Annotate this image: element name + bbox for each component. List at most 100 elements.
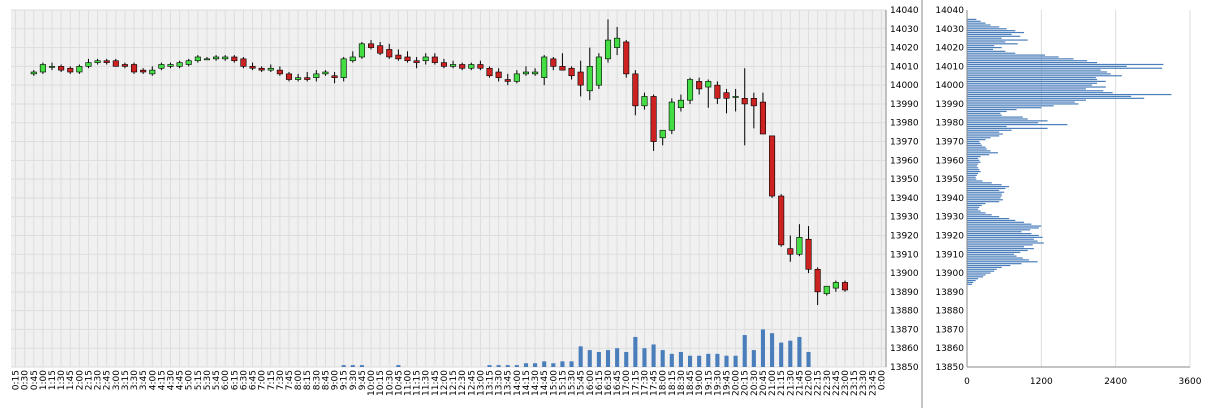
profile-bar [967,77,1096,79]
main-x-tick-label: 17:45 [650,370,660,396]
main-y-tick-label: 14040 [890,6,919,16]
profile-y-tick-label: 13920 [935,231,964,241]
main-y-tick-label: 13870 [890,325,919,335]
main-x-tick-label: 1:30 [57,370,67,390]
main-x-tick-label: 8:45 [321,370,331,390]
profile-y-tick-label: 13860 [935,344,964,354]
profile-bar [967,69,1101,71]
profile-bar [967,157,979,160]
profile-y-axis-ticks: 13850 13860 13870 13880 13890 13900 13910 13920… [935,6,964,373]
profile-x-tick-label: 2400 [1104,377,1127,387]
candle-bearish [121,64,128,67]
volume-bar [505,365,510,367]
profile-bar [967,139,986,141]
profile-bar [967,82,1098,84]
profile-bar [967,165,977,167]
main-plot-background [11,10,886,367]
main-x-tick-label: 4:00 [148,370,158,390]
main-x-tick-label: 20:30 [750,370,760,396]
profile-bar [967,116,1023,118]
main-x-tick-label: 14:30 [531,370,541,396]
profile-bar [967,255,1017,257]
profile-bar [967,270,995,272]
main-x-tick-label: 18:15 [668,370,678,396]
profile-bar [967,62,1098,64]
profile-bar [967,63,1164,66]
profile-bar [967,97,1145,99]
profile-bar [967,48,994,51]
candle-bearish [568,67,575,77]
profile-bar [967,150,991,152]
candle-bullish [94,60,101,63]
main-x-tick-label: 0:15 [12,370,22,390]
candle-bearish [550,58,557,67]
candle-bullish [541,56,548,78]
profile-bar [967,60,1088,62]
main-x-tick-label: 0:00 [877,370,887,390]
main-x-tick-label: 11:45 [431,370,441,396]
main-grid [11,9,886,368]
profile-bar [967,199,1003,201]
main-x-tick-label: 14:45 [540,370,550,396]
candle-bearish [103,60,110,63]
candle-bullish [604,39,612,60]
main-y-tick-label: 13990 [890,100,919,110]
candle-bullish [641,96,648,107]
profile-bar [967,43,1018,45]
profile-bar [967,187,1006,190]
candle-bullish [313,73,320,78]
main-x-tick-label: 11:30 [422,370,432,396]
candle-bearish [331,75,338,78]
main-x-axis-ticks: 0:15 0:30 0:45 1:00 1:15 1:30 1:45 2:00 2:15 2:30… [12,370,888,396]
candle-bullish [167,64,174,67]
profile-bar [967,152,998,154]
candle-bullish [203,58,210,61]
profile-y-tick-label: 13910 [935,250,964,260]
profile-bar [967,58,1074,60]
profile-y-tick-label: 13930 [935,213,964,223]
main-x-tick-label: 22:15 [814,370,824,396]
profile-bar [967,93,1172,96]
profile-y-tick-label: 13890 [935,288,964,298]
profile-bar [967,272,991,274]
volume-bar [587,350,592,367]
main-x-tick-label: 10:45 [394,370,404,396]
volume-bar [605,350,611,367]
candle-bullish [522,71,530,75]
candle-bullish [295,77,302,80]
candle-bullish [85,62,92,67]
profile-bar [967,174,977,176]
profile-bar [967,99,1086,101]
profile-bar [967,279,976,282]
profile-x-tick-label: 1200 [1030,377,1053,387]
candle-bullish [39,64,46,73]
volume-bar [551,363,556,367]
candle-bullish [76,66,83,73]
main-y-tick-label: 13950 [890,175,919,185]
candle-bearish [459,64,466,69]
main-y-tick-label: 13960 [890,156,919,166]
profile-bar [967,120,1048,122]
profile-bar [967,193,1002,195]
candle-bearish [650,96,657,142]
candle-bearish [741,98,748,105]
candle-bullish [668,101,675,131]
profile-bar [967,172,979,175]
profile-bar [967,214,992,216]
main-x-tick-label: 5:45 [212,370,222,390]
main-y-tick-label: 13980 [890,119,919,129]
main-x-tick-label: 10:00 [367,370,377,396]
candle-bearish [486,67,493,77]
main-x-tick-label: 17:00 [622,370,632,396]
profile-bar [967,249,1028,252]
main-x-tick-label: 1:15 [48,370,58,390]
profile-bar [967,154,990,156]
main-x-tick-label: 4:15 [157,370,167,390]
volume-bar [779,342,784,367]
candle-bullish [832,282,839,289]
candle-bullish [468,64,475,69]
main-x-tick-label: 13:30 [495,370,505,396]
main-x-tick-label: 9:30 [349,370,359,390]
profile-bar [967,238,1034,240]
main-x-tick-label: 11:00 [403,370,413,396]
